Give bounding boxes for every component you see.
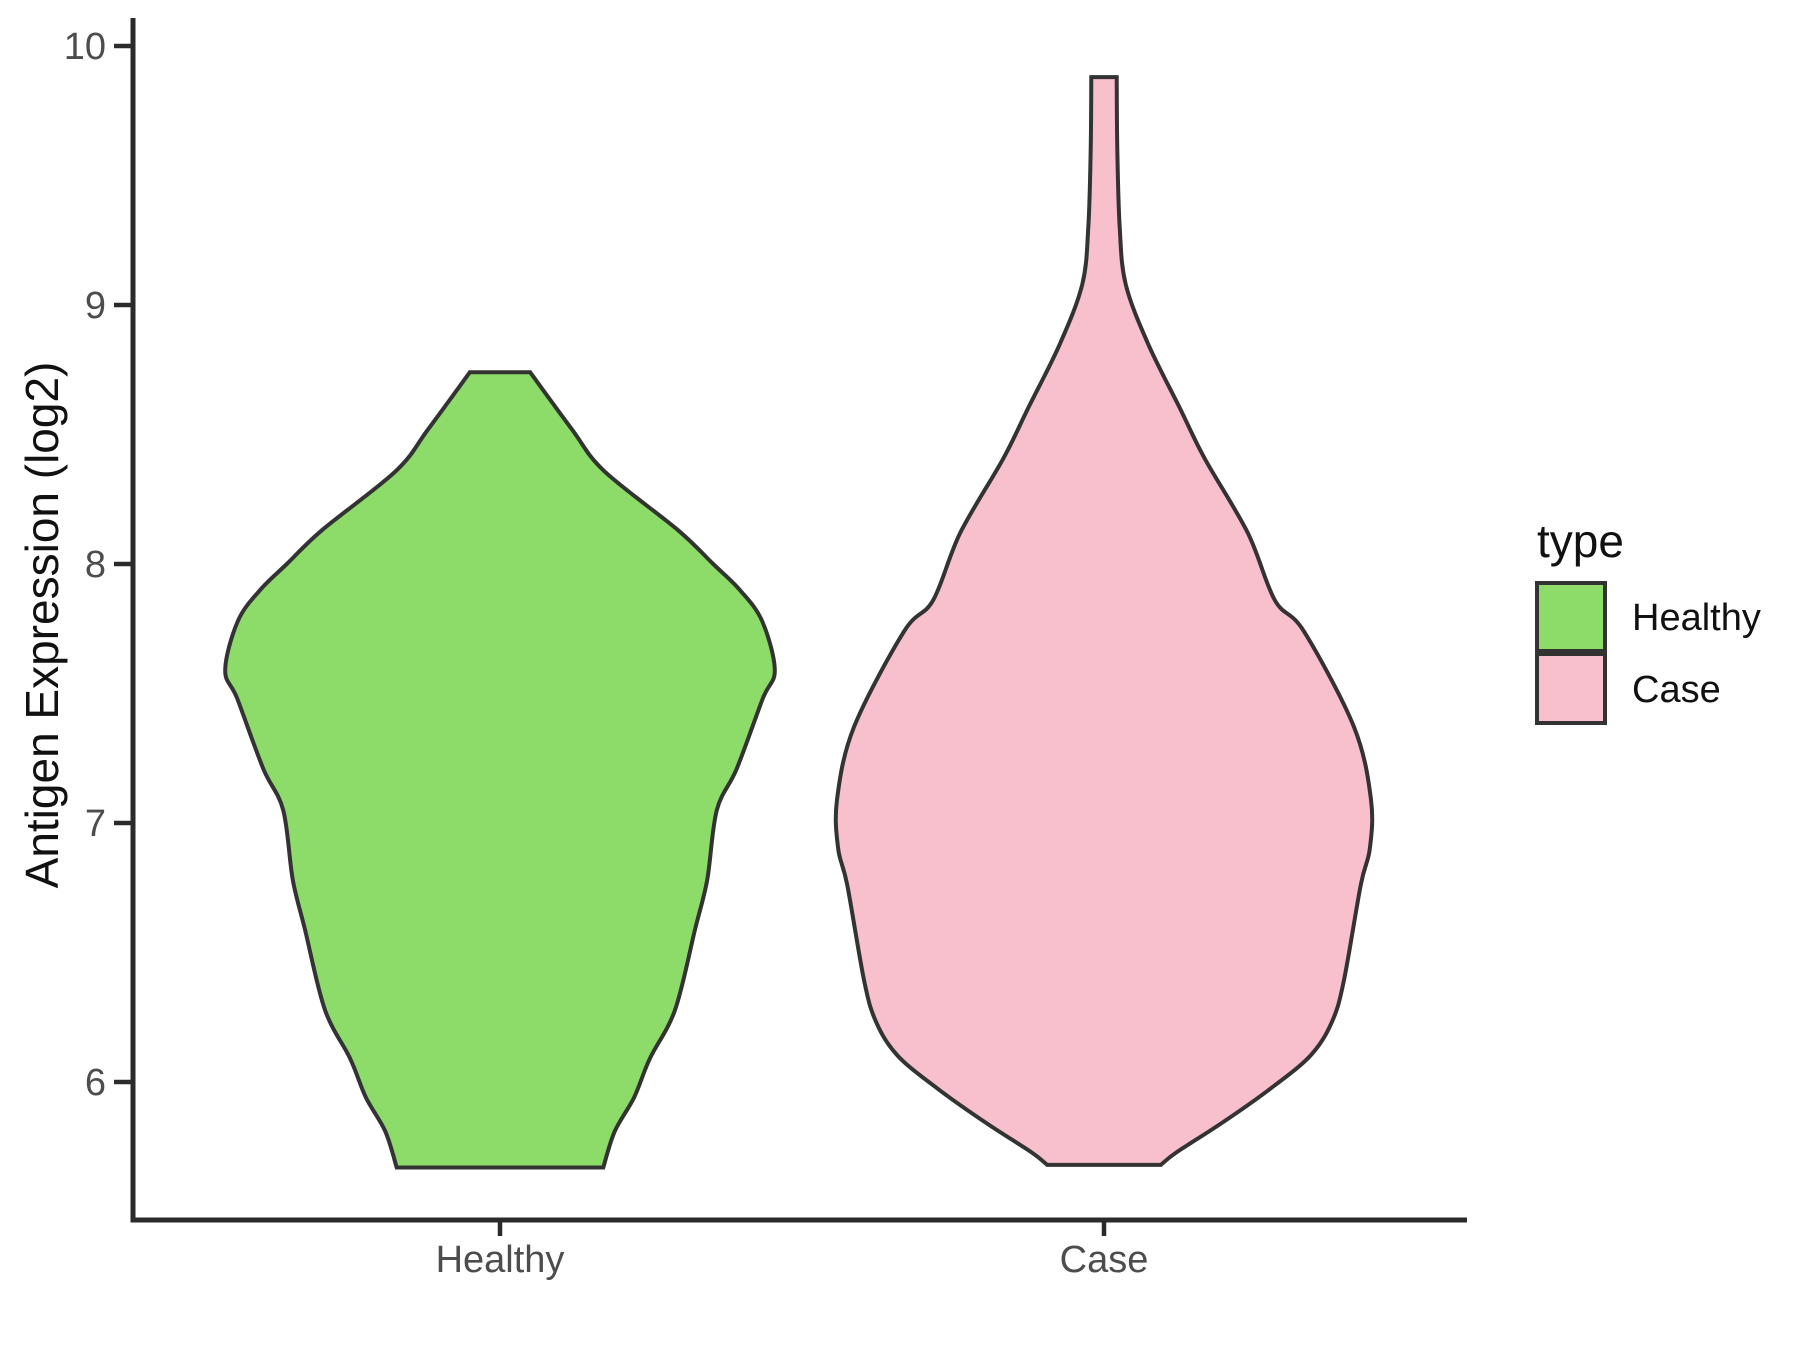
legend: type Healthy Case — [1535, 515, 1761, 725]
legend-label-healthy: Healthy — [1632, 597, 1761, 639]
x-tick-label-healthy: Healthy — [436, 1239, 565, 1281]
legend-key-healthy — [1535, 581, 1607, 653]
legend-title: type — [1537, 515, 1624, 567]
x-tick-label-case: Case — [1060, 1239, 1149, 1281]
legend-key-case — [1535, 652, 1607, 725]
violin-case — [833, 75, 1375, 1167]
y-tick-label: 10 — [64, 26, 106, 68]
y-tick-label: 6 — [85, 1062, 106, 1104]
y-tick-label: 9 — [85, 285, 106, 327]
axes-layer: 10 9 8 7 6 — [64, 18, 1467, 1236]
violin-healthy — [223, 370, 777, 1170]
y-axis-title: Antigen Expression (log2) — [16, 362, 68, 889]
violins-layer — [223, 75, 1375, 1170]
y-tick-label: 8 — [85, 544, 106, 586]
legend-label-case: Case — [1632, 669, 1721, 711]
y-tick-label: 7 — [85, 803, 106, 845]
